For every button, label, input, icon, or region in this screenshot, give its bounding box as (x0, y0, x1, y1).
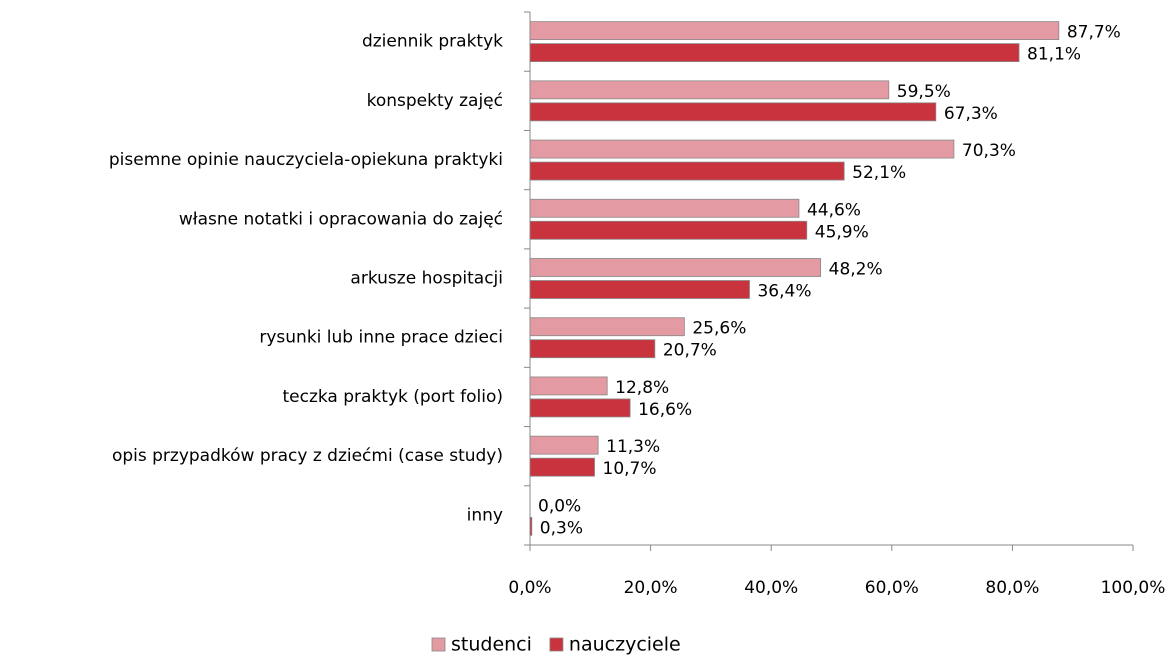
value-label: 81,1% (1027, 45, 1081, 65)
value-label: 67,3% (944, 104, 998, 124)
bar (529, 516, 533, 536)
value-label: 11,3% (606, 437, 660, 457)
x-tick-label: 40,0% (744, 578, 798, 598)
bar (529, 21, 1060, 41)
category-label: własne notatki i opracowania do zajęć (179, 209, 503, 229)
value-label: 48,2% (829, 260, 883, 280)
bar (529, 139, 955, 159)
value-label: 45,9% (815, 222, 869, 242)
bar (529, 198, 800, 218)
x-tick-label: 80,0% (985, 578, 1039, 598)
value-label: 70,3% (962, 141, 1016, 161)
value-label: 10,7% (603, 459, 657, 479)
bar (529, 280, 750, 299)
value-label: 52,1% (852, 163, 906, 183)
category-label: rysunki lub inne prace dzieci (259, 328, 503, 348)
value-label: 16,6% (638, 400, 692, 420)
bar (529, 339, 656, 359)
bar (529, 161, 845, 181)
bar (529, 102, 937, 122)
legend-label: studenci (451, 634, 532, 656)
legend-swatch (431, 637, 446, 652)
value-label: 12,8% (615, 378, 669, 398)
bar (529, 435, 599, 455)
value-label: 44,6% (807, 200, 861, 220)
category-label: teczka praktyk (port folio) (282, 387, 503, 407)
x-tick-label: 100,0% (1101, 578, 1166, 598)
value-label: 0,3% (540, 518, 583, 538)
bar (529, 376, 608, 396)
bar (529, 80, 890, 100)
category-label: pisemne opinie nauczyciela-opiekuna prak… (109, 150, 503, 170)
bar (529, 220, 808, 240)
bar (529, 258, 822, 277)
x-tick-label: 0,0% (508, 578, 551, 598)
value-label: 25,6% (692, 319, 746, 339)
legend-swatch (549, 637, 564, 652)
category-label: konspekty zajęć (367, 91, 503, 111)
category-label: inny (467, 505, 503, 525)
category-label: dziennik praktyk (362, 32, 503, 52)
x-tick-label: 60,0% (865, 578, 919, 598)
bar (529, 457, 595, 477)
value-label: 87,7% (1067, 23, 1121, 43)
bar (529, 398, 631, 418)
bar (529, 317, 685, 337)
value-label: 59,5% (897, 82, 951, 102)
bar (529, 43, 1020, 63)
value-label: 36,4% (757, 282, 811, 302)
category-label: opis przypadków pracy z dziećmi (case st… (112, 446, 503, 466)
value-label: 0,0% (538, 496, 581, 516)
value-label: 20,7% (663, 341, 717, 361)
legend-label: nauczyciele (569, 634, 681, 656)
category-label: arkusze hospitacji (350, 269, 503, 289)
x-tick-label: 20,0% (624, 578, 678, 598)
